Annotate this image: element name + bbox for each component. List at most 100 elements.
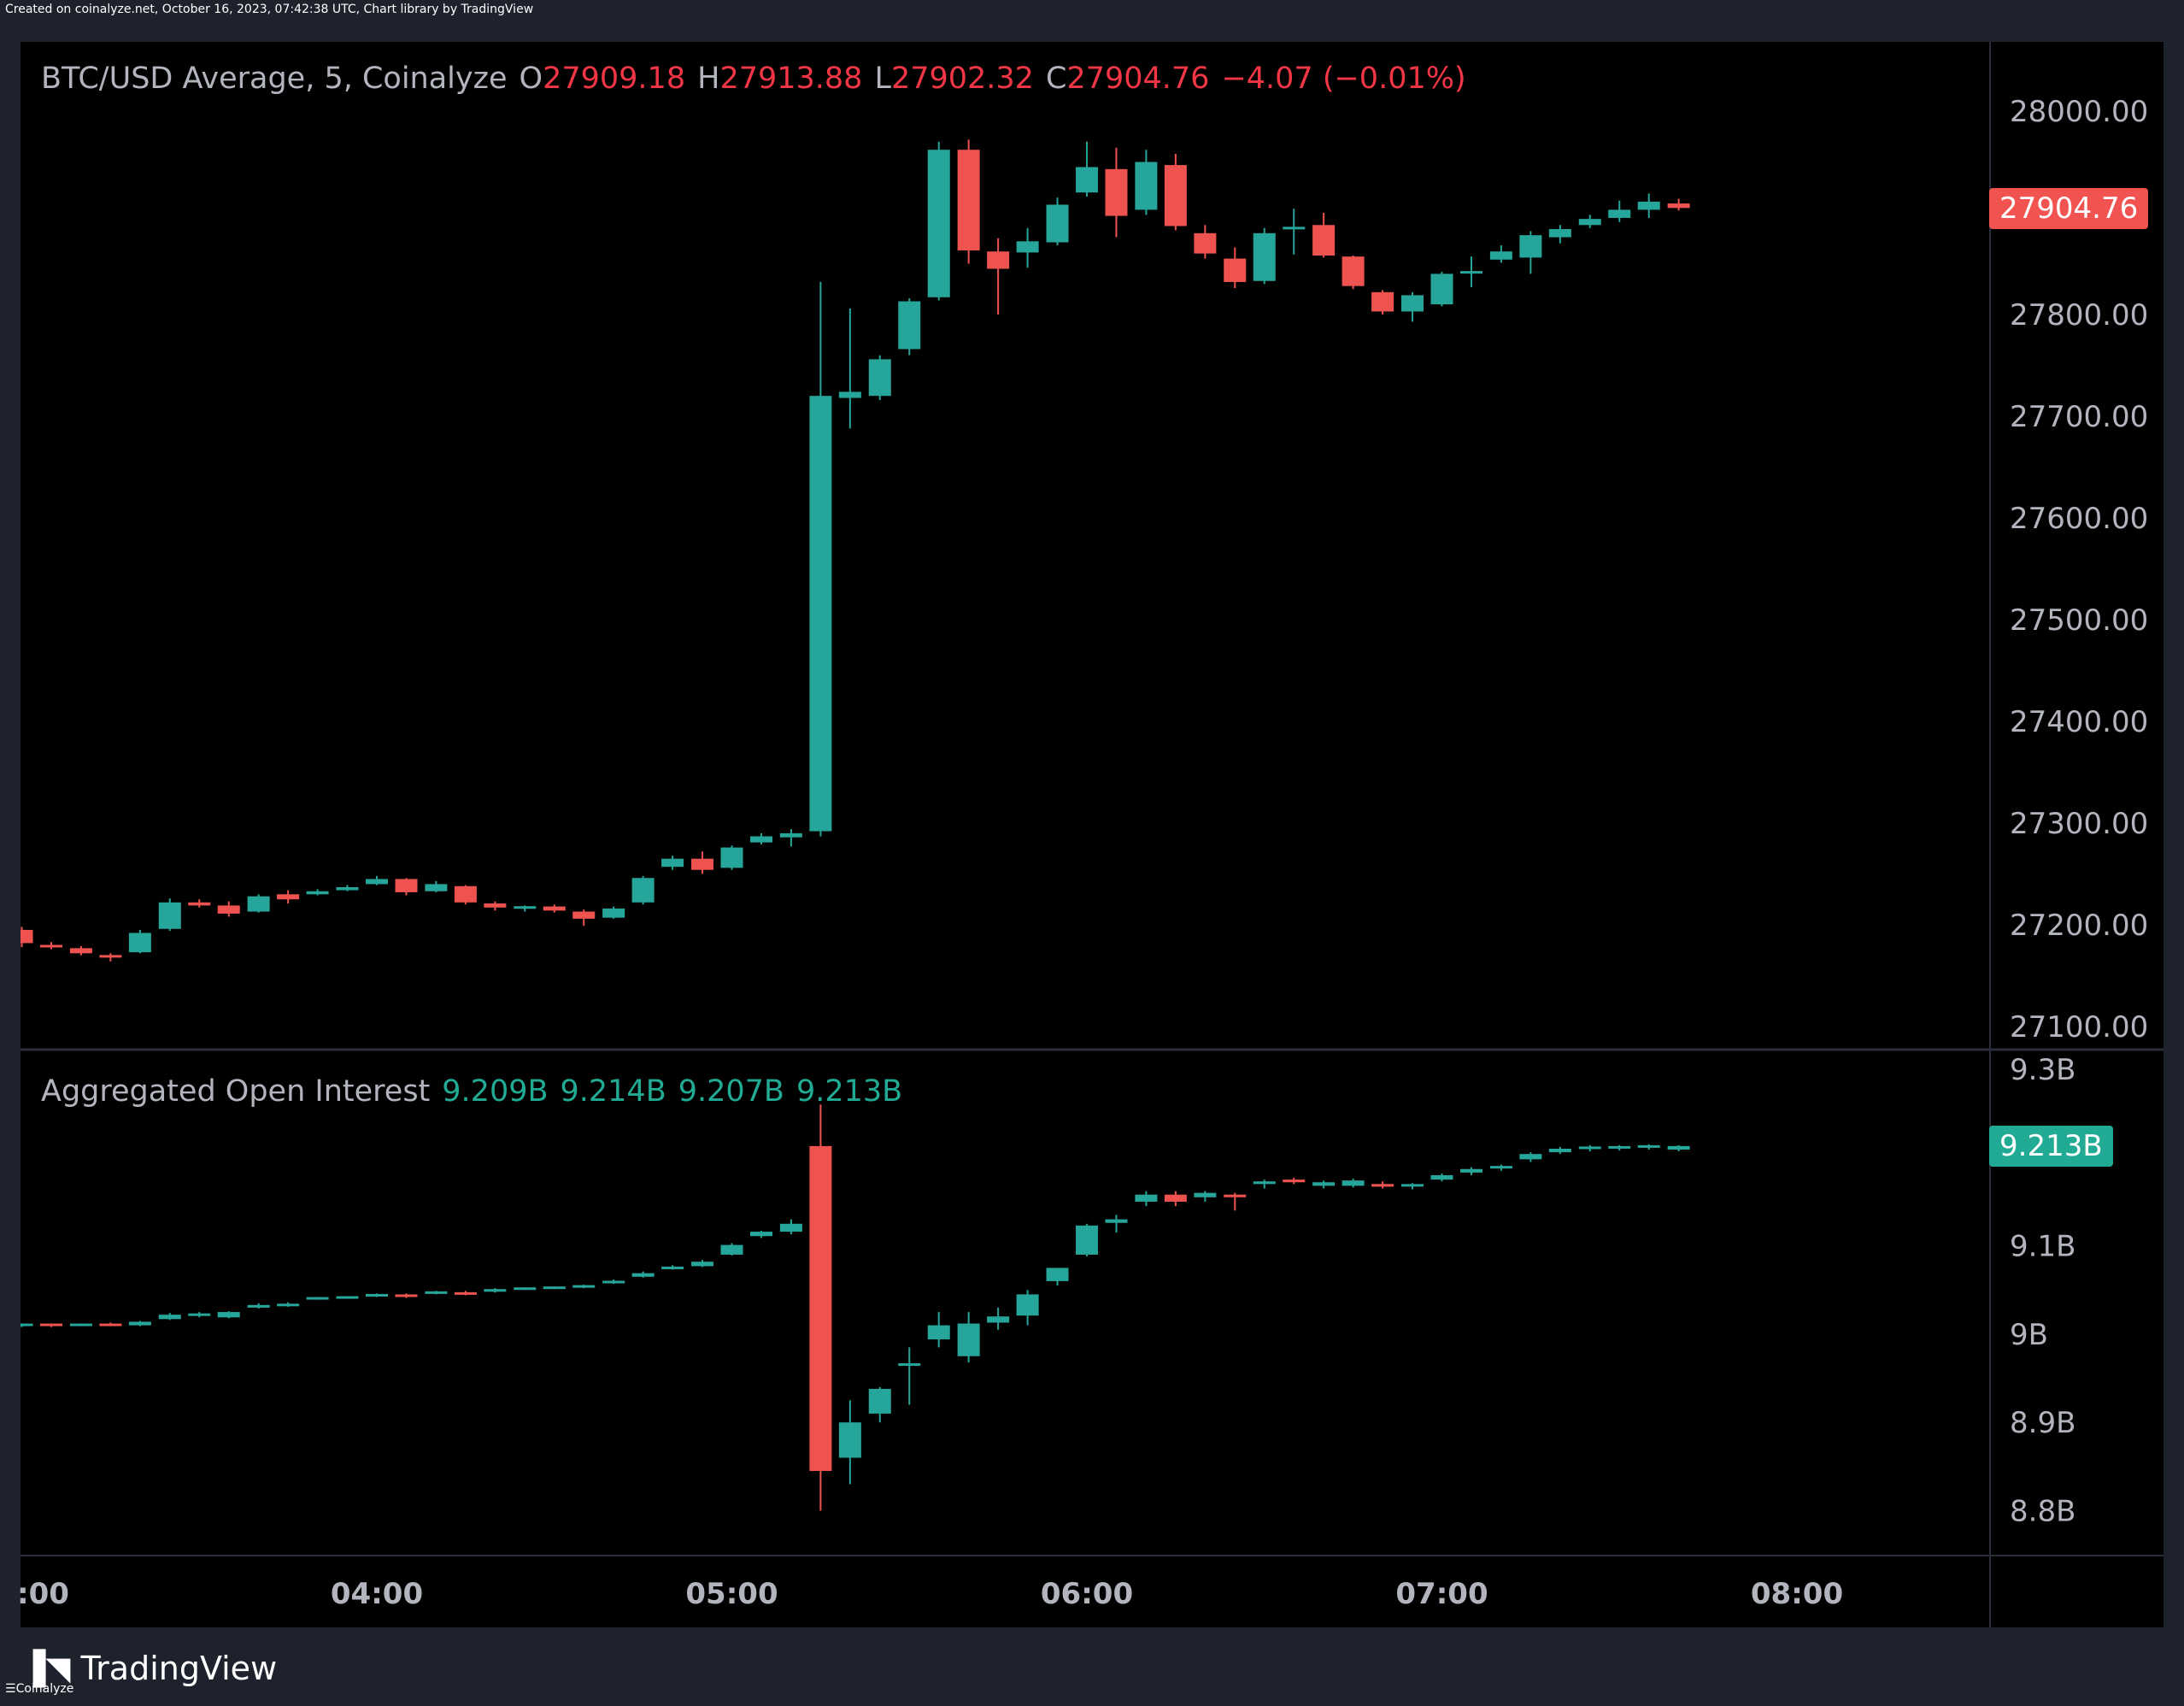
price-candle-11[interactable] — [336, 886, 359, 891]
price-candle-51[interactable] — [1519, 235, 1542, 258]
oi-candle-3[interactable] — [99, 1323, 122, 1327]
price-candle-26[interactable] — [779, 832, 802, 838]
oi-candle-17[interactable] — [514, 1287, 537, 1291]
oi-candle-4[interactable] — [128, 1321, 151, 1326]
price-candle-22[interactable] — [661, 858, 684, 868]
price-candle-39[interactable] — [1164, 165, 1187, 226]
oi-candle-32[interactable] — [957, 1323, 980, 1356]
oi-candle-13[interactable] — [395, 1294, 418, 1297]
price-candle-5[interactable] — [158, 902, 181, 929]
oi-candle-42[interactable] — [1253, 1181, 1276, 1185]
price-candle-13[interactable] — [395, 879, 418, 892]
oi-candle-19[interactable] — [572, 1285, 596, 1288]
price-candle-53[interactable] — [1578, 219, 1601, 226]
oi-candle-56[interactable] — [1667, 1145, 1690, 1150]
oi-candle-20[interactable] — [602, 1280, 625, 1284]
oi-candle-30[interactable] — [898, 1363, 921, 1367]
oi-candle-27[interactable] — [809, 1145, 832, 1472]
price-candle-35[interactable] — [1046, 204, 1069, 243]
price-candle-27[interactable] — [809, 396, 832, 832]
oi-candle-15[interactable] — [454, 1291, 477, 1295]
oi-candle-24[interactable] — [720, 1244, 743, 1255]
oi-candle-23[interactable] — [691, 1262, 714, 1267]
price-candle-7[interactable] — [217, 905, 240, 914]
price-candle-17[interactable] — [514, 906, 537, 909]
price-candle-23[interactable] — [691, 858, 714, 870]
price-candle-14[interactable] — [425, 884, 448, 891]
oi-candle-38[interactable] — [1135, 1194, 1158, 1202]
oi-candle-16[interactable] — [484, 1289, 507, 1292]
oi-candle-34[interactable] — [1016, 1294, 1039, 1316]
price-candle-20[interactable] — [602, 908, 625, 918]
price-candle-38[interactable] — [1135, 162, 1158, 210]
oi-candle-10[interactable] — [306, 1297, 329, 1300]
price-candle-8[interactable] — [247, 896, 270, 912]
price-candle-52[interactable] — [1548, 229, 1571, 238]
oi-candle-12[interactable] — [366, 1293, 388, 1297]
oi-candle-14[interactable] — [425, 1291, 448, 1294]
oi-candle-43[interactable] — [1283, 1179, 1306, 1183]
price-candle-48[interactable] — [1430, 274, 1453, 305]
oi-candle-29[interactable] — [868, 1388, 891, 1414]
price-candle-9[interactable] — [277, 894, 300, 900]
oi-candle-47[interactable] — [1401, 1184, 1424, 1187]
oi-candle-41[interactable] — [1224, 1194, 1247, 1197]
oi-candle-21[interactable] — [631, 1273, 655, 1277]
price-candle-6[interactable] — [188, 902, 211, 906]
price-candle-0[interactable] — [21, 929, 33, 944]
price-candle-34[interactable] — [1016, 241, 1039, 253]
oi-candle-8[interactable] — [247, 1304, 270, 1308]
oi-candle-7[interactable] — [217, 1312, 240, 1318]
oi-candle-31[interactable] — [927, 1325, 950, 1340]
price-candle-50[interactable] — [1489, 251, 1512, 260]
oi-candle-11[interactable] — [336, 1296, 359, 1299]
price-candle-46[interactable] — [1371, 291, 1394, 312]
price-candle-25[interactable] — [749, 836, 772, 843]
price-candle-54[interactable] — [1608, 209, 1631, 218]
price-candle-30[interactable] — [898, 301, 921, 350]
oi-candle-48[interactable] — [1430, 1174, 1453, 1180]
price-candle-33[interactable] — [987, 251, 1010, 269]
price-candle-21[interactable] — [631, 878, 655, 903]
price-candle-16[interactable] — [484, 903, 507, 908]
oi-candle-45[interactable] — [1342, 1180, 1365, 1186]
oi-candle-39[interactable] — [1164, 1194, 1187, 1202]
price-candle-43[interactable] — [1283, 226, 1306, 230]
price-candle-55[interactable] — [1637, 201, 1660, 210]
oi-candle-37[interactable] — [1105, 1219, 1128, 1223]
oi-candle-50[interactable] — [1489, 1166, 1512, 1169]
price-candle-56[interactable] — [1667, 203, 1690, 209]
price-candle-19[interactable] — [572, 911, 596, 919]
price-candle-41[interactable] — [1224, 258, 1247, 282]
oi-candle-55[interactable] — [1637, 1144, 1660, 1148]
oi-candle-25[interactable] — [749, 1232, 772, 1237]
price-candle-49[interactable] — [1459, 271, 1482, 274]
price-candle-10[interactable] — [306, 891, 329, 895]
oi-candle-18[interactable] — [543, 1286, 566, 1290]
price-candle-18[interactable] — [543, 906, 566, 911]
price-candle-1[interactable] — [39, 944, 62, 948]
oi-candle-53[interactable] — [1578, 1146, 1601, 1150]
oi-candle-33[interactable] — [987, 1316, 1010, 1323]
oi-candle-1[interactable] — [39, 1323, 62, 1327]
price-candle-2[interactable] — [69, 948, 92, 954]
price-candle-29[interactable] — [868, 359, 891, 397]
oi-candle-28[interactable] — [838, 1422, 861, 1458]
tradingview-logo[interactable]: ▐◥ TradingView — [21, 1650, 278, 1687]
oi-candle-22[interactable] — [661, 1266, 684, 1269]
price-candle-12[interactable] — [366, 879, 388, 885]
oi-candle-44[interactable] — [1312, 1182, 1336, 1186]
price-candle-28[interactable] — [838, 391, 861, 398]
price-candle-44[interactable] — [1312, 225, 1336, 256]
oi-candle-52[interactable] — [1548, 1148, 1571, 1153]
price-candle-32[interactable] — [957, 150, 980, 251]
price-candle-3[interactable] — [99, 955, 122, 958]
oi-candle-0[interactable] — [21, 1323, 33, 1327]
oi-candle-2[interactable] — [69, 1323, 92, 1327]
price-candle-40[interactable] — [1194, 232, 1217, 254]
price-candle-4[interactable] — [128, 932, 151, 953]
price-candle-45[interactable] — [1342, 256, 1365, 286]
oi-candle-26[interactable] — [779, 1223, 802, 1232]
oi-candle-54[interactable] — [1608, 1145, 1631, 1149]
